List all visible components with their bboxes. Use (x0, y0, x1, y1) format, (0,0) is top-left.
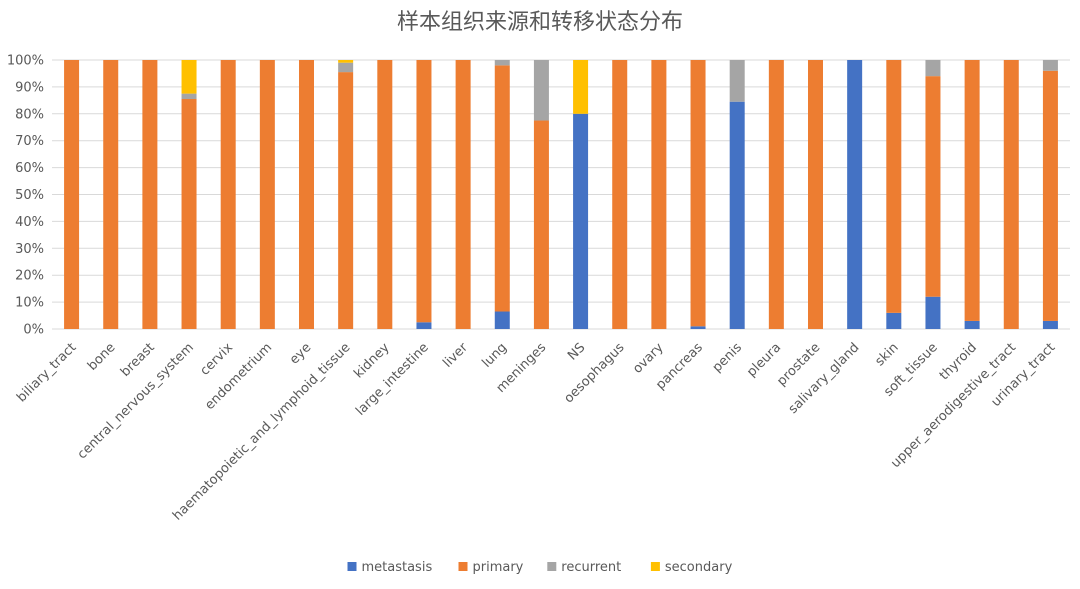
legend-label-secondary: secondary (665, 560, 733, 575)
bar-segment-primary (964, 60, 980, 321)
legend-swatch-primary (458, 562, 468, 571)
bar-segment-metastasis (964, 320, 980, 329)
bar-segment-primary (1042, 70, 1058, 321)
x-tick-label: eye (287, 340, 314, 367)
bar-segment-primary (259, 60, 275, 329)
y-tick-label: 30% (15, 242, 44, 257)
bar-segment-primary (455, 60, 471, 329)
y-tick-label: 70% (15, 134, 44, 149)
bar-segment-metastasis (573, 113, 589, 329)
bar-segment-primary (416, 60, 432, 323)
bar-segment-primary (690, 60, 706, 327)
bar-segment-metastasis (925, 296, 941, 329)
bar-segment-primary (181, 99, 197, 329)
bar-segment-primary (220, 60, 236, 329)
legend-swatch-secondary (650, 562, 660, 571)
bar-segment-primary (64, 60, 80, 329)
y-tick-label: 90% (15, 80, 44, 95)
legend-label-metastasis: metastasis (362, 560, 433, 575)
y-tick-label: 0% (23, 323, 44, 338)
bar-segment-primary (651, 60, 667, 329)
bar-segment-primary (338, 72, 354, 329)
x-tick-label: liver (440, 340, 471, 371)
bar-segment-primary (103, 60, 119, 329)
x-tick-label: large_intestine (353, 340, 432, 419)
bar-segment-metastasis (690, 326, 706, 329)
bar-segment-secondary (573, 60, 589, 114)
bar-segment-metastasis (847, 60, 863, 329)
legend-swatch-metastasis (347, 562, 357, 571)
x-axis-category-labels: biliary_tract bone breastcentral_nervous_s… (14, 340, 1058, 524)
y-tick-label: 80% (15, 107, 44, 122)
chart-title: 样本组织来源和转移状态分布 (396, 10, 683, 35)
x-tick-label: salivary_gland (786, 340, 863, 417)
bar-segment-primary (494, 65, 510, 312)
y-tick-label: 50% (15, 188, 44, 203)
legend: metastasis primary recurrent secondary (347, 560, 733, 575)
bar-segment-primary (612, 60, 628, 329)
gridlines (52, 59, 1070, 330)
x-tick-label: penis (710, 340, 745, 375)
bar-segment-recurrent (533, 60, 549, 121)
bar-segment-recurrent (494, 60, 510, 66)
bar-segment-primary (808, 60, 823, 329)
bars (64, 60, 1058, 330)
legend-label-primary: primary (473, 560, 524, 575)
bar-segment-primary (886, 60, 902, 313)
bar-segment-secondary (181, 60, 197, 94)
bar-segment-metastasis (416, 322, 432, 329)
bar-segment-secondary (338, 60, 354, 63)
bar-segment-metastasis (729, 101, 745, 329)
y-tick-label: 20% (15, 269, 44, 284)
y-tick-label: 60% (15, 161, 44, 176)
legend-label-recurrent: recurrent (561, 560, 621, 575)
bar-segment-recurrent (729, 60, 745, 102)
bar-segment-primary (142, 60, 158, 329)
bar-segment-recurrent (925, 60, 941, 77)
y-tick-label: 40% (15, 215, 44, 230)
bar-segment-recurrent (338, 62, 354, 73)
bar-segment-primary (925, 76, 941, 297)
x-tick-label: bone (85, 340, 119, 374)
x-tick-label: biliary_tract (14, 340, 79, 405)
legend-swatch-recurrent (547, 562, 557, 571)
bar-segment-primary (533, 120, 549, 330)
x-tick-label: lung (479, 340, 510, 371)
y-axis-tick-labels: 0% 10% 20% 30% 40% 50% 60% 70% 80% 90% 100% (7, 54, 44, 338)
y-tick-label: 10% (15, 296, 44, 311)
bar-segment-metastasis (1042, 320, 1058, 329)
x-tick-label: cervix (197, 340, 236, 379)
bar-segment-primary (299, 60, 314, 329)
y-tick-label: 100% (7, 54, 44, 69)
bar-segment-recurrent (181, 93, 197, 100)
bar-segment-primary (377, 60, 393, 329)
x-tick-label: ovary (630, 340, 667, 377)
bar-segment-primary (1003, 60, 1019, 329)
bar-segment-metastasis (886, 312, 902, 329)
x-tick-label: skin (873, 340, 902, 369)
bar-segment-primary (768, 60, 784, 329)
bar-segment-metastasis (494, 311, 510, 329)
x-tick-label: NS (565, 340, 588, 363)
bar-segment-recurrent (1042, 60, 1058, 71)
